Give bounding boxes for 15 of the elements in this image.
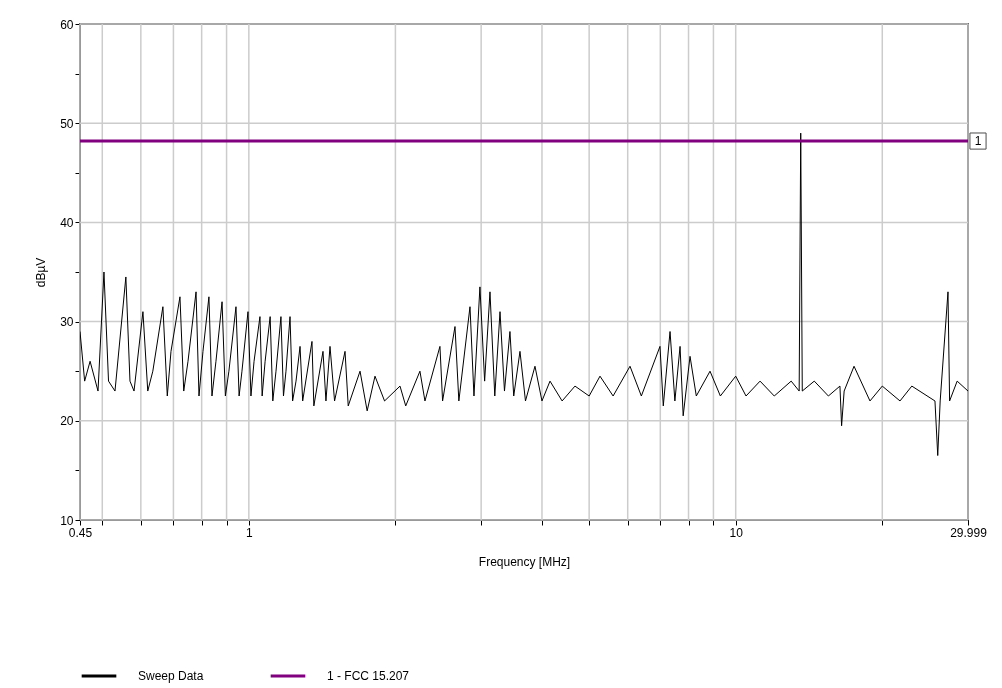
y-tick-label: 10 [60, 513, 74, 528]
x-axis-title: Frequency [MHz] [478, 554, 571, 569]
y-tick-label: 20 [60, 414, 74, 429]
x-tick-label: 0.45 [68, 525, 93, 540]
legend-label: 1 - FCC 15.207 [327, 669, 410, 683]
y-tick-label: 40 [60, 215, 74, 230]
y-tick-label: 60 [60, 17, 74, 32]
y-axis-title: dBµV [34, 257, 49, 288]
y-tick-label: 50 [60, 116, 74, 131]
x-tick-label: 29.999 [950, 525, 988, 540]
x-tick-label: 10 [729, 525, 744, 540]
x-tick-label: 1 [246, 525, 253, 540]
y-tick-label: 30 [60, 315, 74, 330]
annotation: 1 [974, 134, 982, 149]
legend-label: Sweep Data [138, 669, 204, 683]
